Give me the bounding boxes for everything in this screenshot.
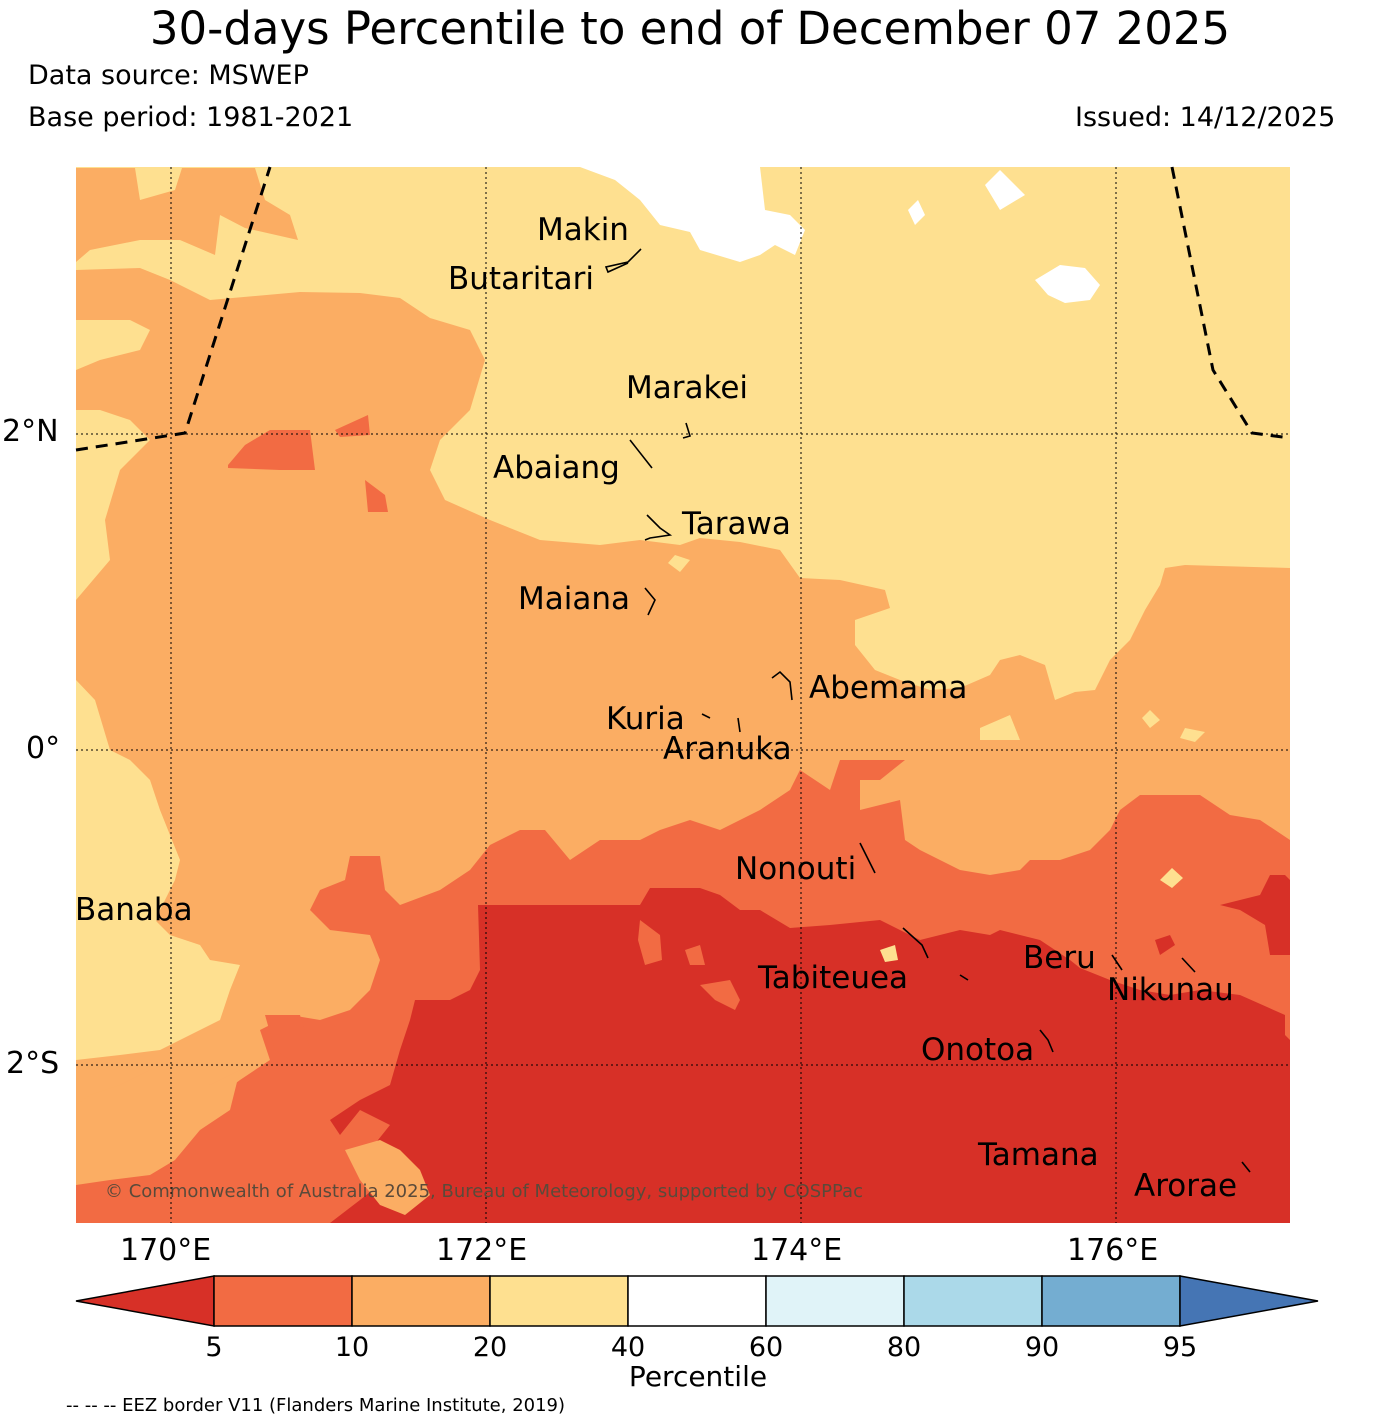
colorbar-tick-label: 20 bbox=[472, 1332, 508, 1363]
colorbar-5-10 bbox=[213, 1275, 353, 1327]
colorbar-title: Percentile bbox=[628, 1360, 768, 1393]
colorbar-60-80 bbox=[765, 1275, 905, 1327]
lon-tick-label: 172°E bbox=[436, 1233, 528, 1268]
island-label-maiana: Maiana bbox=[518, 581, 630, 617]
island-label-nonouti: Nonouti bbox=[735, 851, 857, 887]
colorbar-tick-label: 5 bbox=[205, 1332, 223, 1363]
island-label-abaiang: Abaiang bbox=[493, 450, 620, 486]
island-label-abemama: Abemama bbox=[809, 670, 968, 706]
colorbar-below-5 bbox=[75, 1275, 215, 1327]
island-label-tabiteuea: Tabiteuea bbox=[758, 960, 909, 996]
colorbar-10-20 bbox=[351, 1275, 491, 1327]
island-label-banaba: Banaba bbox=[75, 892, 193, 928]
band-below-5 bbox=[330, 875, 1290, 1223]
colorbar-tick-label: 60 bbox=[748, 1332, 784, 1363]
band-5-10-patch bbox=[228, 415, 388, 512]
colorbar-tick-label: 80 bbox=[886, 1332, 922, 1363]
band-20-40-patch bbox=[668, 555, 1205, 742]
lon-tick-label: 174°E bbox=[751, 1233, 843, 1268]
colorbar-tick-label: 40 bbox=[610, 1332, 646, 1363]
island-label-onotoa: Onotoa bbox=[921, 1032, 1035, 1068]
eez-border bbox=[75, 166, 1291, 452]
lon-tick-label: 170°E bbox=[120, 1233, 212, 1268]
island-label-butaritari: Butaritari bbox=[448, 261, 594, 297]
island-label-marakei: Marakei bbox=[626, 370, 749, 406]
island-label-tarawa: Tarawa bbox=[682, 506, 791, 542]
colorbar-tick-label: 95 bbox=[1162, 1332, 1198, 1363]
colorbar-80-90 bbox=[903, 1275, 1043, 1327]
island-label-makin: Makin bbox=[537, 212, 629, 248]
colorbar-tick-label: 90 bbox=[1024, 1332, 1060, 1363]
lon-tick-label: 176°E bbox=[1067, 1233, 1159, 1268]
colorbar-20-40 bbox=[489, 1275, 629, 1327]
issued-date: Issued: 14/12/2025 bbox=[1075, 102, 1336, 133]
island-label-beru: Beru bbox=[1023, 940, 1096, 976]
colorbar-40-60 bbox=[627, 1275, 767, 1327]
island-label-arorae: Arorae bbox=[1134, 1168, 1238, 1204]
colorbar-90-95 bbox=[1041, 1275, 1181, 1327]
copyright-notice: © Commonwealth of Australia 2025, Bureau… bbox=[105, 1181, 863, 1202]
island-outlines bbox=[604, 248, 1251, 1173]
band-10-20-patch bbox=[76, 1060, 430, 1215]
percentile-fill-layer bbox=[76, 167, 1290, 1223]
band-40-60 bbox=[580, 167, 1100, 303]
colorbar-tick-label: 10 bbox=[334, 1332, 370, 1363]
island-label-nikunau: Nikunau bbox=[1107, 972, 1234, 1008]
island-label-tamana: Tamana bbox=[978, 1137, 1099, 1173]
map-title: 30-days Percentile to end of December 07… bbox=[149, 2, 1231, 55]
eez-legend-note: -- -- -- EEZ border V11 (Flanders Marine… bbox=[66, 1395, 566, 1416]
lat-tick-label: 2°N bbox=[2, 414, 59, 449]
base-period: Base period: 1981-2021 bbox=[28, 102, 354, 133]
band-20-40-patch bbox=[76, 905, 240, 1060]
graticule bbox=[76, 167, 1290, 1223]
lat-tick-label: 0° bbox=[26, 731, 61, 766]
data-source: Data source: MSWEP bbox=[28, 60, 309, 91]
lat-tick-label: 2°S bbox=[6, 1046, 60, 1081]
colorbar-above-95 bbox=[1179, 1275, 1319, 1327]
island-label-aranuka: Aranuka bbox=[663, 731, 792, 767]
island-label-kuria: Kuria bbox=[606, 701, 685, 737]
colorbar bbox=[75, 1275, 1319, 1327]
